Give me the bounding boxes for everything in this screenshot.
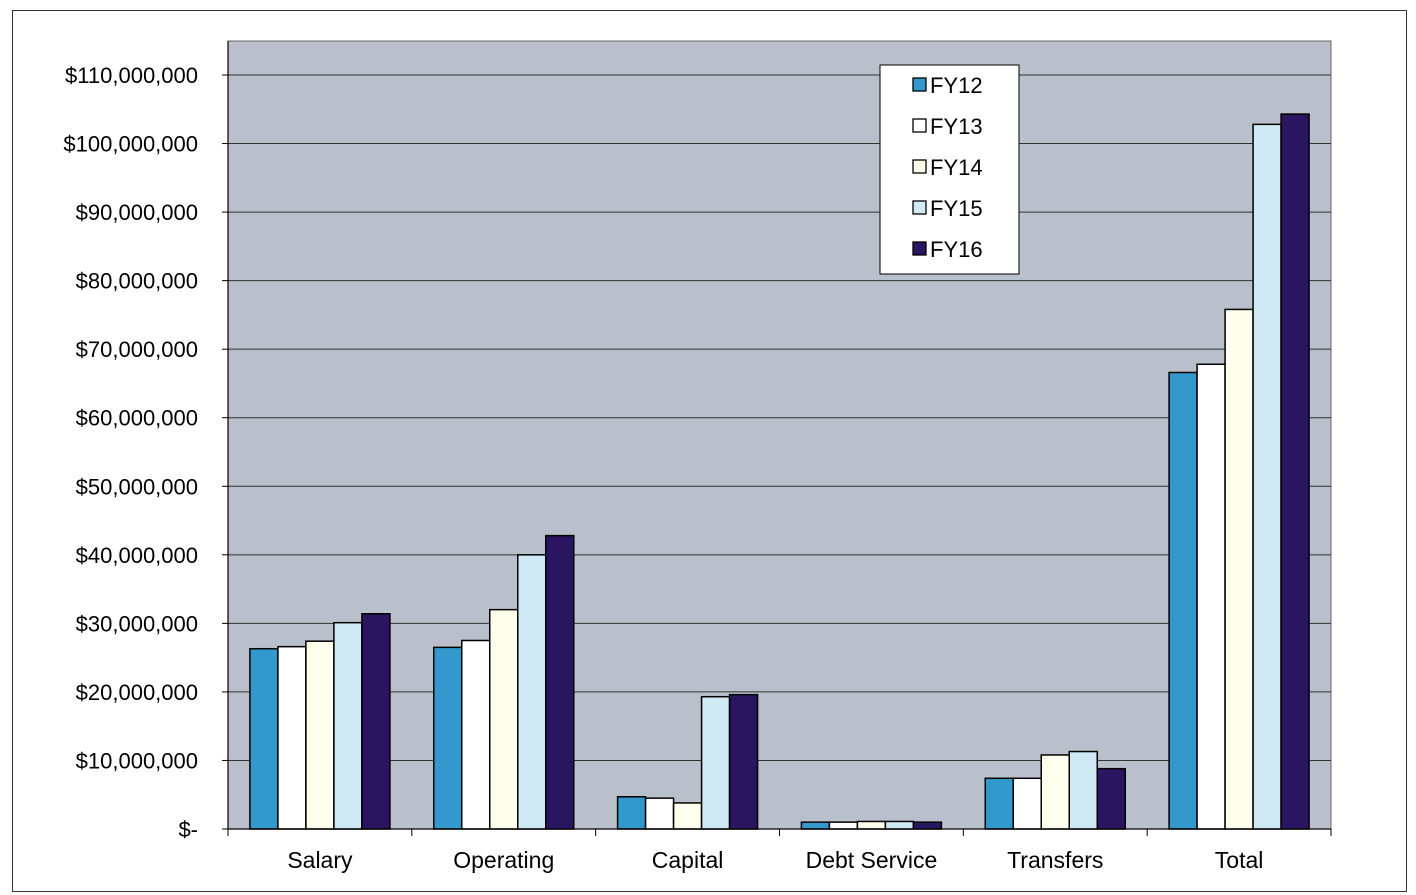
bar-fy15-total	[1252, 123, 1282, 830]
legend-swatch-fy16	[912, 241, 927, 256]
y-tick-label: $10,000,000	[76, 748, 198, 773]
bar-fy12-salary	[249, 647, 279, 830]
axes	[222, 41, 1332, 836]
bar-fy13-debt-service	[828, 821, 859, 830]
bar-fy14-debt-service	[856, 820, 887, 830]
bar-fy12-operating	[433, 646, 463, 830]
legend: FY12 FY13 FY14 FY15 FY16	[879, 64, 1020, 275]
bar-fy16-salary	[361, 613, 391, 830]
bar-fy14-operating	[489, 608, 519, 830]
bar-fy12-debt-service	[800, 821, 831, 830]
bar-fy14-transfers	[1040, 754, 1070, 830]
bar-fy12-total	[1168, 371, 1198, 830]
bar-fy13-operating	[461, 639, 491, 830]
y-tick-label: $50,000,000	[76, 474, 198, 499]
legend-label-fy13: FY13	[930, 114, 983, 139]
bar-fy13-salary	[277, 645, 307, 830]
bar-fy13-transfers	[1012, 777, 1042, 830]
x-tick-label: Debt Service	[806, 847, 938, 873]
legend-swatch-fy15	[912, 200, 927, 215]
legend-label-fy12: FY12	[930, 73, 983, 98]
bar-fy15-debt-service	[884, 820, 915, 830]
y-tick-label: $40,000,000	[76, 543, 198, 568]
bar-fy12-transfers	[984, 777, 1014, 830]
x-tick-label: Operating	[453, 847, 554, 873]
bar-fy13-capital	[644, 797, 675, 830]
x-tick-label: Capital	[652, 847, 724, 873]
bar-fy15-operating	[517, 554, 547, 830]
bar-fy16-debt-service	[912, 821, 943, 830]
y-tick-label: $80,000,000	[76, 269, 198, 294]
y-tick-label: $110,000,000	[65, 63, 198, 88]
legend-label-fy15: FY15	[930, 196, 983, 221]
y-tick-label: $-	[178, 817, 198, 842]
legend-label-fy14: FY14	[930, 155, 983, 180]
y-tick-label: $90,000,000	[76, 200, 198, 225]
legend-swatch-fy13	[912, 118, 927, 133]
x-tick-label: Total	[1215, 847, 1264, 873]
y-tick-label: $100,000,000	[63, 132, 198, 157]
legend-swatch-fy14	[912, 159, 927, 174]
gridlines	[228, 74, 1331, 761]
y-tick-label: $60,000,000	[76, 406, 198, 431]
bar-fy15-transfers	[1068, 750, 1098, 830]
x-tick-label: Transfers	[1007, 847, 1103, 873]
bar-fy14-total	[1224, 308, 1254, 830]
y-tick-label: $70,000,000	[76, 337, 198, 362]
legend-swatch-fy12	[912, 77, 927, 92]
y-tick-label: $20,000,000	[76, 680, 198, 705]
bar-fy16-operating	[545, 534, 575, 830]
legend-label-fy16: FY16	[930, 237, 983, 262]
bar-fy16-transfers	[1096, 767, 1126, 830]
y-tick-labels: $- $10,000,000 $20,000,000 $30,000,000 $40,0…	[63, 63, 198, 842]
bar-fy15-capital	[700, 695, 731, 830]
bar-fy15-salary	[333, 621, 363, 830]
bar-fy16-total	[1280, 113, 1310, 830]
bar-fy13-total	[1196, 363, 1226, 830]
bar-fy16-capital	[728, 693, 759, 830]
bar-fy12-capital	[616, 796, 647, 830]
legend-box	[879, 64, 1020, 275]
bar-fy14-salary	[305, 640, 335, 830]
y-tick-label: $30,000,000	[76, 611, 198, 636]
bar-fy14-capital	[672, 802, 703, 830]
x-tick-label: Salary	[287, 847, 353, 873]
x-tick-labels: Salary Operating Capital Debt Service Transf…	[287, 847, 1263, 873]
plot-area	[227, 40, 1332, 830]
